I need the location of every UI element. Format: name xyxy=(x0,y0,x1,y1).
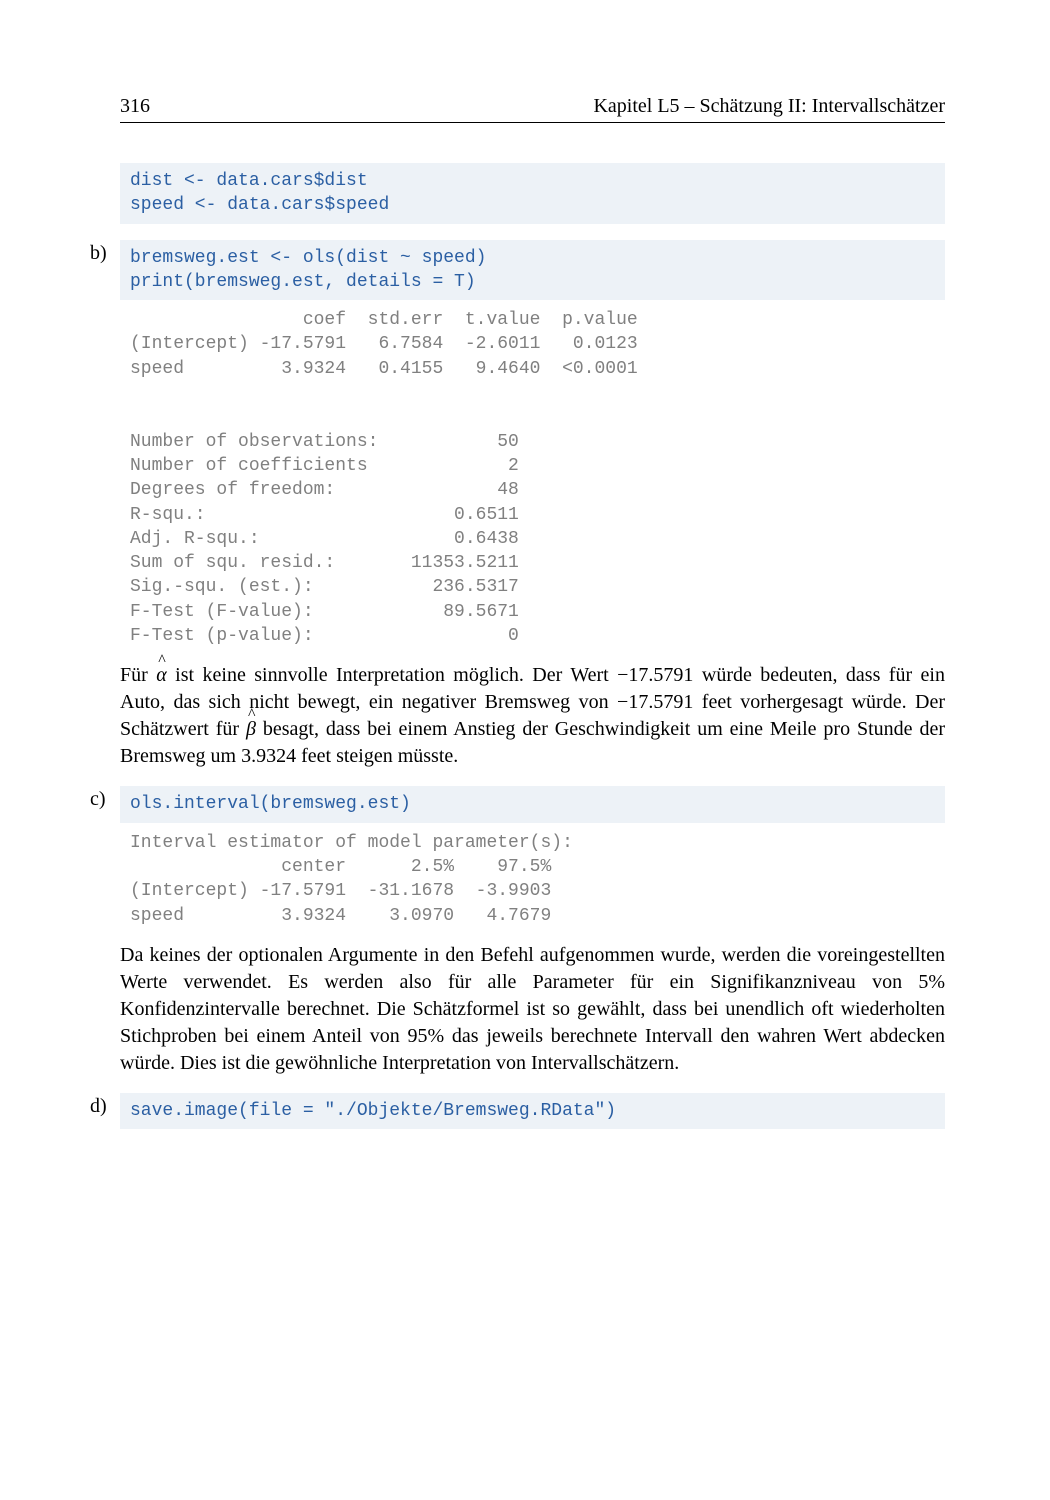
page: 316 Kapitel L5 – Schätzung II: Intervall… xyxy=(0,0,1050,1500)
beta-hat: β xyxy=(246,716,256,743)
alpha-symbol: α xyxy=(156,664,167,686)
section-label-b: b) xyxy=(90,242,107,265)
output-block-c: Interval estimator of model parameter(s)… xyxy=(120,827,945,932)
section-d: d) save.image(file = "./Objekte/Bremsweg… xyxy=(120,1093,945,1129)
section-c: c) ols.interval(bremsweg.est) Interval e… xyxy=(120,786,945,1076)
text: Für xyxy=(120,664,156,686)
paragraph-b: Für α ist keine sinnvolle Interpretation… xyxy=(120,662,945,770)
code-text: bremsweg.est <- ols(dist ~ speed) print(… xyxy=(130,248,486,292)
paragraph-c: Da keines der optionalen Argumente in de… xyxy=(120,942,945,1077)
code-block-c: ols.interval(bremsweg.est) xyxy=(120,786,945,822)
beta-symbol: β xyxy=(246,718,256,740)
section-label-c: c) xyxy=(90,788,106,811)
code-text: dist <- data.cars$dist speed <- data.car… xyxy=(130,171,389,215)
code-text: ols.interval(bremsweg.est) xyxy=(130,794,411,814)
section-a-continued: dist <- data.cars$dist speed <- data.car… xyxy=(120,163,945,224)
output-block-b: coef std.err t.value p.value (Intercept)… xyxy=(120,304,945,652)
code-block-a: dist <- data.cars$dist speed <- data.car… xyxy=(120,163,945,224)
page-number: 316 xyxy=(120,95,150,118)
section-label-d: d) xyxy=(90,1095,107,1118)
chapter-title: Kapitel L5 – Schätzung II: Intervallschä… xyxy=(593,95,945,118)
alpha-hat: α xyxy=(156,662,167,689)
page-header: 316 Kapitel L5 – Schätzung II: Intervall… xyxy=(120,95,945,123)
section-b: b) bremsweg.est <- ols(dist ~ speed) pri… xyxy=(120,240,945,771)
code-block-b: bremsweg.est <- ols(dist ~ speed) print(… xyxy=(120,240,945,301)
code-block-d: save.image(file = "./Objekte/Bremsweg.RD… xyxy=(120,1093,945,1129)
code-text: save.image(file = "./Objekte/Bremsweg.RD… xyxy=(130,1101,616,1121)
